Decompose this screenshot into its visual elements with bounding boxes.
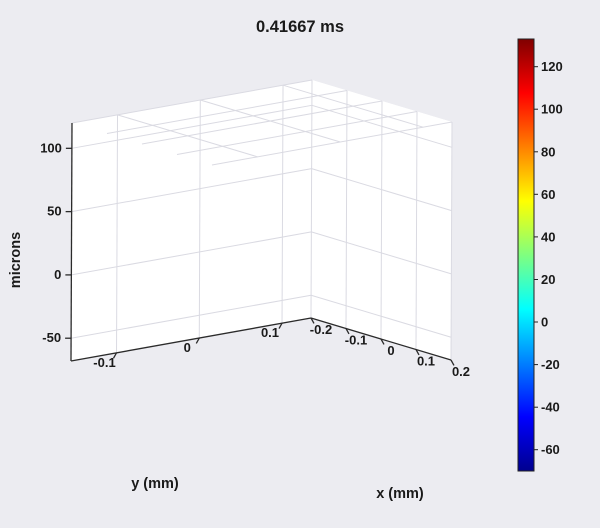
svg-text:x (mm): x (mm): [376, 486, 424, 502]
svg-text:0: 0: [541, 315, 548, 330]
svg-text:0: 0: [184, 340, 191, 355]
svg-text:100: 100: [541, 102, 563, 117]
svg-text:100: 100: [40, 140, 62, 155]
svg-text:120: 120: [541, 59, 563, 74]
svg-text:50: 50: [47, 204, 61, 219]
svg-text:0: 0: [54, 267, 61, 282]
svg-text:-60: -60: [541, 442, 560, 457]
svg-text:microns: microns: [8, 232, 24, 288]
svg-text:60: 60: [541, 187, 555, 202]
svg-text:-40: -40: [541, 400, 560, 415]
svg-text:0.2: 0.2: [452, 364, 470, 379]
svg-text:0.41667 ms: 0.41667 ms: [256, 18, 344, 36]
svg-text:80: 80: [541, 144, 555, 159]
svg-text:20: 20: [541, 272, 555, 287]
svg-text:y (mm): y (mm): [131, 476, 179, 492]
svg-text:-0.2: -0.2: [310, 322, 332, 337]
svg-text:-50: -50: [42, 330, 61, 345]
svg-text:0.1: 0.1: [417, 354, 435, 369]
svg-text:-20: -20: [541, 357, 560, 372]
svg-text:0: 0: [387, 343, 394, 358]
svg-text:0.1: 0.1: [261, 325, 279, 340]
svg-text:-0.1: -0.1: [93, 355, 115, 370]
svg-text:-0.1: -0.1: [345, 333, 367, 348]
svg-text:40: 40: [541, 229, 555, 244]
